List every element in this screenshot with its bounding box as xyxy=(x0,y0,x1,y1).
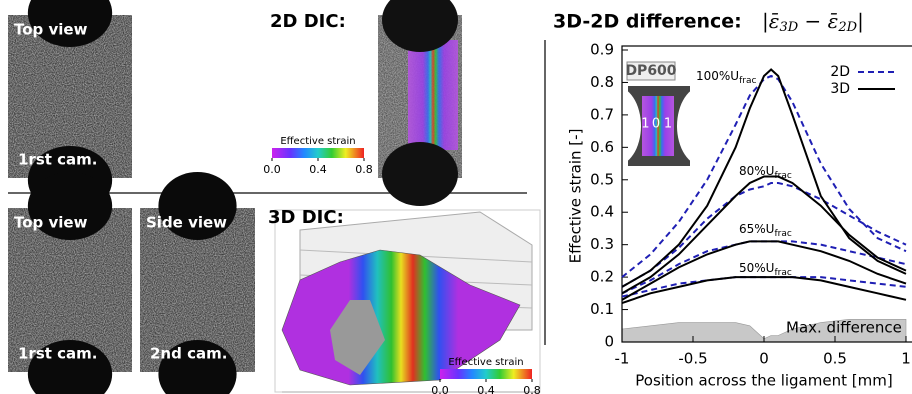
x-tick-label: 1 xyxy=(901,350,911,368)
colorbar-tick-label: 0.4 xyxy=(477,384,495,394)
annotation-text: 100%U xyxy=(696,69,739,83)
formula-part: |ε̄ xyxy=(762,9,779,34)
line xyxy=(621,276,907,305)
difference-label: Max. difference xyxy=(786,319,902,337)
formula-part: | xyxy=(857,9,864,34)
line xyxy=(621,240,907,295)
colorbar-tick-label: 0.4 xyxy=(309,163,327,176)
photo-label: Top view xyxy=(14,21,88,39)
y-tick-label: 0.3 xyxy=(590,235,614,253)
photo-hole xyxy=(27,340,113,394)
annotation: 80%Ufrac xyxy=(739,164,792,181)
x-tick-label: -1 xyxy=(615,350,630,368)
inset-image xyxy=(589,86,729,166)
photo-hole xyxy=(158,172,237,240)
camera-label: 2nd cam. xyxy=(150,345,227,363)
colorbar-tick-label: 0.0 xyxy=(263,163,281,176)
annotation-subscript: frac xyxy=(774,268,791,278)
x-tick-label: 0.5 xyxy=(823,350,847,368)
photo: Top view 1rst cam. xyxy=(8,0,132,214)
annotation-subscript: frac xyxy=(774,171,791,181)
x-tick-label: -0.5 xyxy=(678,350,707,368)
y-tick-label: 0.2 xyxy=(590,268,614,286)
legend-label: 3D xyxy=(830,81,850,97)
inset-label: 0 xyxy=(652,117,660,132)
y-tick-label: 0.7 xyxy=(590,105,614,123)
y-tick-label: 0.8 xyxy=(590,73,614,91)
photo-hole xyxy=(158,340,237,394)
annotation-subscript: frac xyxy=(739,76,756,86)
colorbar-tick-label: 0.0 xyxy=(431,384,449,394)
photo-hole xyxy=(27,172,113,240)
photo-hole xyxy=(27,0,113,47)
heading: 3D DIC: xyxy=(268,207,344,228)
y-tick-label: 0.6 xyxy=(590,138,614,156)
colorbar xyxy=(440,369,532,379)
plot-frame xyxy=(621,45,912,343)
y-tick-label: 0.4 xyxy=(590,203,614,221)
line xyxy=(621,74,907,278)
colorbar-title: Effective strain xyxy=(280,136,355,147)
camera-label: 1rst cam. xyxy=(18,345,98,363)
annotation-subscript: frac xyxy=(774,229,791,239)
legend-label: 2D xyxy=(830,64,850,80)
formula-part: 2D xyxy=(837,20,857,35)
colorbar-title: Effective strain xyxy=(448,357,523,368)
photo: Side view 2nd cam. xyxy=(140,172,255,394)
line xyxy=(621,240,907,301)
camera-label: 1rst cam. xyxy=(18,151,98,169)
colorbar-tick-label: 0.8 xyxy=(523,384,541,394)
y-tick-label: 0.5 xyxy=(590,170,614,188)
formula: |ε̄3D − ε̄2D| xyxy=(762,9,864,35)
line xyxy=(621,175,907,295)
annotation: 50%Ufrac xyxy=(739,261,792,278)
dic3d-image xyxy=(274,209,541,393)
annotation-text: 50%U xyxy=(739,261,774,275)
photo-label: Side view xyxy=(146,214,227,232)
inset-label: -1 xyxy=(637,117,650,132)
y-tick-label: 0.9 xyxy=(590,41,614,59)
line xyxy=(621,276,907,298)
heading: 2D DIC: xyxy=(270,11,346,32)
dic2d-image xyxy=(378,0,462,206)
annotation-text: 65%U xyxy=(739,222,774,236)
colorbar-tick-label: 0.8 xyxy=(355,163,373,176)
y-tick-label: 0.1 xyxy=(590,300,614,318)
annotation: 65%Ufrac xyxy=(739,222,792,239)
material-box xyxy=(626,61,676,81)
x-axis-label: Position across the ligament [mm] xyxy=(635,372,892,390)
formula-part: − ε̄ xyxy=(798,9,838,33)
photo-label: Top view xyxy=(14,214,88,232)
y-tick-label: 0 xyxy=(604,333,614,351)
line xyxy=(621,182,907,288)
y-axis-label: Effective strain [-] xyxy=(567,129,585,264)
annotation-text: 80%U xyxy=(739,164,774,178)
annotation: 100%Ufrac xyxy=(696,69,756,86)
material-label: DP600 xyxy=(625,63,676,79)
formula-part: 3D xyxy=(779,20,798,35)
photo: Top view 1rst cam. xyxy=(8,172,132,394)
inset-label: 1 xyxy=(664,117,672,132)
x-tick-label: 0 xyxy=(759,350,769,368)
colorbar xyxy=(272,148,364,158)
chart-title: 3D-2D difference: xyxy=(553,11,742,33)
